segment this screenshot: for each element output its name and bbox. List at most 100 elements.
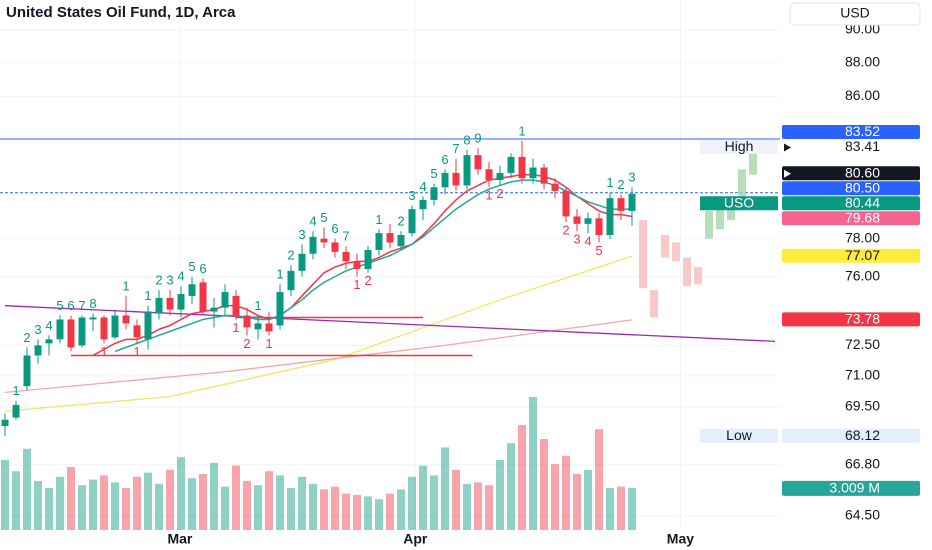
candle-body — [243, 315, 251, 328]
candle-body — [210, 307, 218, 312]
volume-bar — [320, 489, 328, 530]
volume-bar — [12, 471, 20, 530]
volume-tag — [782, 480, 920, 496]
setup-count: 5 — [430, 166, 437, 181]
candle-body — [133, 325, 141, 338]
setup-count: 3 — [34, 322, 41, 337]
candle-body — [56, 319, 64, 340]
candle-body — [463, 155, 471, 186]
setup-count: 3 — [628, 170, 635, 185]
tag-name-box — [700, 196, 778, 211]
projection-bar — [716, 198, 724, 230]
candle-body — [232, 295, 240, 316]
candle-body — [166, 297, 174, 310]
candle-body — [507, 156, 515, 173]
volume-bar — [1, 460, 9, 530]
projection-bar — [683, 257, 691, 287]
y-tick-label: 76.00 — [845, 267, 880, 283]
candle-body — [353, 261, 361, 269]
candle-body — [606, 198, 614, 235]
setup-count: 5 — [188, 259, 195, 274]
volume-bar — [210, 462, 218, 530]
volume-bar — [562, 455, 570, 530]
setup-count: 2 — [617, 177, 624, 192]
setup-count: 2 — [397, 214, 404, 229]
trend-line — [4, 319, 633, 394]
setup-count: 7 — [452, 141, 459, 156]
setup-count: 6 — [331, 221, 338, 236]
setup-count: 9 — [474, 131, 481, 146]
candle-body — [320, 238, 328, 243]
volume-bar — [34, 481, 42, 530]
price-axis: 90.0088.0086.0078.0076.0072.5071.0069.50… — [167, 21, 920, 547]
volume-bar — [474, 482, 482, 530]
x-tick-label: May — [667, 531, 694, 547]
setup-count: 1 — [122, 278, 129, 293]
setup-count: 7 — [342, 229, 349, 244]
projection-bar — [749, 148, 757, 175]
candle-body — [364, 249, 372, 269]
candle-body — [452, 172, 460, 186]
price-tag — [782, 124, 920, 139]
candle-body — [177, 293, 185, 310]
volume-bar — [430, 475, 438, 530]
price-tag-label: 80.50 — [845, 179, 880, 195]
volume-bar — [496, 460, 504, 530]
setup-count: 2 — [155, 273, 162, 288]
candle-body — [199, 282, 207, 312]
volume-bar — [276, 475, 284, 530]
volume-bar — [133, 476, 141, 530]
volume-bar — [628, 487, 636, 530]
setup-count: 4 — [177, 269, 184, 284]
candle-body — [309, 236, 317, 254]
projection-bar — [639, 220, 647, 289]
candle-body — [67, 319, 75, 348]
candle-body — [595, 218, 603, 235]
candle-body — [518, 156, 526, 179]
x-tick-label: Apr — [403, 531, 428, 547]
candle-body — [111, 315, 119, 338]
setup-count: 1 — [276, 267, 283, 282]
candle-body — [144, 311, 152, 340]
tag-name-box — [700, 428, 778, 443]
candle-body — [45, 339, 53, 344]
volume-bar — [485, 485, 493, 530]
projection-bar — [738, 169, 746, 199]
volume-bar — [254, 485, 262, 530]
setup-count: 2 — [562, 222, 569, 237]
price-tag-label: 83.52 — [845, 123, 880, 139]
projection-bar — [694, 267, 702, 285]
volume-bar — [507, 443, 515, 530]
currency-box[interactable] — [789, 2, 921, 26]
setup-count: 4 — [419, 179, 426, 194]
setup-count: 2 — [496, 186, 503, 201]
volume-bar — [375, 499, 383, 530]
trend-line — [4, 305, 776, 343]
candle-body — [34, 345, 42, 356]
projection-bar — [705, 210, 713, 239]
candle-body — [298, 253, 306, 271]
setup-count: 2 — [243, 336, 250, 351]
volume-bar — [397, 489, 405, 530]
setup-count: 6 — [67, 298, 74, 313]
price-tag-label: 80.60 — [845, 164, 880, 180]
y-tick-label: 71.00 — [845, 367, 880, 383]
volume-bar — [100, 475, 108, 530]
volume-bar — [232, 465, 240, 530]
candle-body — [496, 172, 504, 181]
candle-body — [419, 199, 427, 210]
y-tick-label: 88.00 — [845, 53, 880, 69]
setup-count: 2 — [364, 273, 371, 288]
volume-bar — [144, 472, 152, 530]
price-tag — [782, 139, 920, 154]
setup-count: 1 — [144, 288, 151, 303]
candle-body — [408, 209, 416, 234]
currency[interactable]: USD — [840, 5, 870, 21]
price-tag-label: 68.12 — [845, 427, 880, 443]
candle-body — [617, 198, 625, 211]
setup-count: 1 — [265, 336, 272, 351]
projection-bar — [727, 201, 735, 221]
setup-count: 1 — [353, 277, 360, 292]
chart-title: United States Oil Fund, 1D, Arca — [6, 4, 236, 21]
